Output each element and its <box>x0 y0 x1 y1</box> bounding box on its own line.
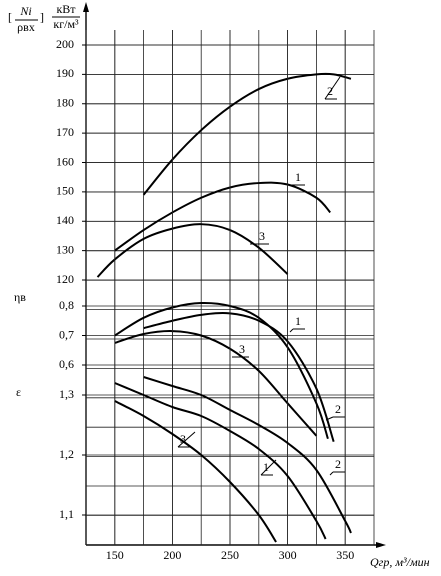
x-tick-label: 250 <box>221 548 239 562</box>
label-leader <box>177 431 196 448</box>
y-tick-label: 200 <box>56 37 74 51</box>
y-tick-label: 1,3 <box>59 387 74 401</box>
y-tick-label: 170 <box>56 125 74 139</box>
y-tick-label: 1,1 <box>59 507 74 521</box>
y-tick-label: 150 <box>56 184 74 198</box>
y-label: ε <box>16 385 21 399</box>
y-label: Ni <box>19 4 31 18</box>
x-tick-label: 350 <box>336 548 354 562</box>
bracket: [ <box>8 10 12 24</box>
y-unit: кВт <box>56 2 76 16</box>
curve <box>114 181 331 252</box>
curve-label: 3 <box>180 432 186 446</box>
curve-label: 1 <box>295 170 301 184</box>
curve <box>114 382 327 540</box>
label-leader <box>325 416 334 421</box>
y-tick-label: 160 <box>56 154 74 168</box>
y-tick-label: 1,2 <box>59 447 74 461</box>
curve <box>114 330 318 437</box>
label-leader <box>329 471 334 476</box>
curve <box>143 376 352 534</box>
y-tick-label: 0,6 <box>59 357 74 371</box>
y-tick-label: 140 <box>56 213 74 227</box>
y-tick-label: 190 <box>56 66 74 80</box>
curve-label: 3 <box>259 229 265 243</box>
x-tick-label: 150 <box>106 548 124 562</box>
y-label: ρвх <box>17 20 35 34</box>
curve <box>143 312 335 443</box>
curve-label: 2 <box>335 457 341 471</box>
y-arrow <box>83 2 89 12</box>
curve <box>114 400 277 543</box>
y-tick-label: 120 <box>56 272 74 286</box>
x-arrow <box>376 542 386 548</box>
curve-label: 2 <box>335 402 341 416</box>
x-tick-label: 300 <box>279 548 297 562</box>
label-leader <box>260 459 277 476</box>
y-tick-label: 130 <box>56 242 74 256</box>
curve-label: 1 <box>263 460 269 474</box>
x-tick-label: 200 <box>163 548 181 562</box>
y-label: ηв <box>14 290 26 304</box>
x-label: Qгр, м³/мин <box>370 555 430 569</box>
curve <box>96 223 289 278</box>
y-tick-label: 180 <box>56 96 74 110</box>
curve-label: 2 <box>327 84 333 98</box>
label-leader <box>289 328 294 333</box>
y-unit: кг/м³ <box>53 17 79 31</box>
curve-label: 1 <box>295 314 301 328</box>
bracket: ] <box>40 10 44 24</box>
curve <box>142 72 352 196</box>
y-tick-label: 0,8 <box>59 298 74 312</box>
curve-label: 3 <box>239 342 245 356</box>
y-tick-label: 0,7 <box>59 327 74 341</box>
label-leader <box>324 76 341 100</box>
